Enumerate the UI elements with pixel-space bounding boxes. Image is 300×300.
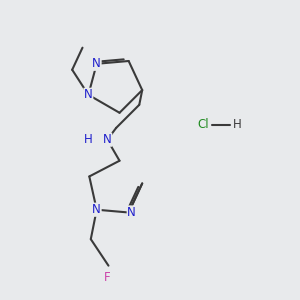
- Text: N: N: [92, 57, 101, 70]
- Text: Cl: Cl: [197, 118, 209, 131]
- Text: N: N: [127, 206, 136, 219]
- Text: H: H: [84, 133, 92, 146]
- Text: N: N: [84, 88, 93, 101]
- Text: F: F: [104, 271, 110, 284]
- Text: N: N: [103, 133, 112, 146]
- Text: N: N: [92, 203, 101, 216]
- Text: H: H: [232, 118, 241, 131]
